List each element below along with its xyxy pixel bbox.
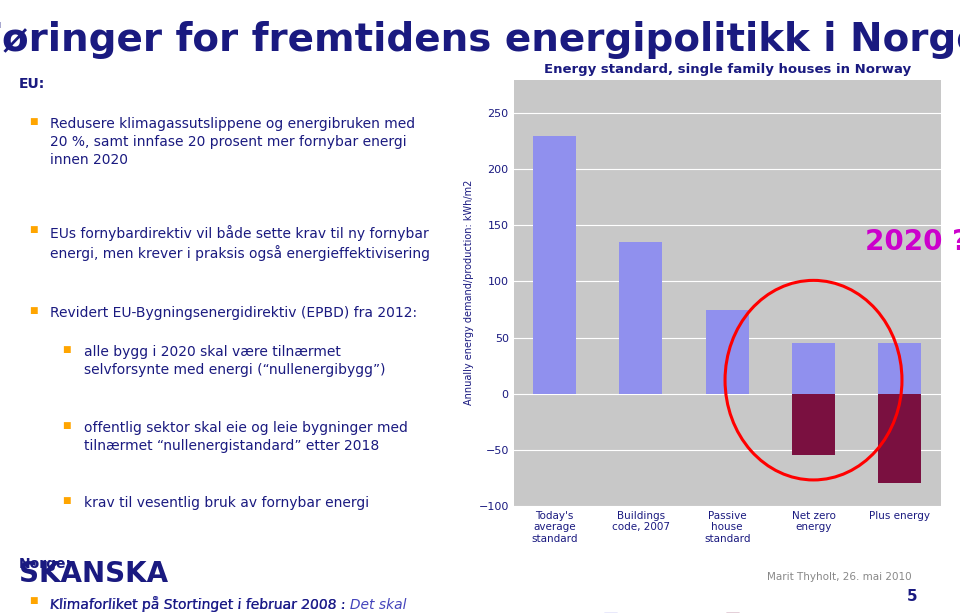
Text: SKANSKA: SKANSKA	[19, 560, 168, 588]
Bar	[706, 310, 749, 394]
Text: EU:: EU:	[19, 77, 45, 91]
Text: ■: ■	[29, 306, 37, 314]
Text: Marit Thyholt, 26. mai 2010: Marit Thyholt, 26. mai 2010	[767, 573, 912, 582]
Text: alle bygg i 2020 skal være tilnærmet
selvforsynte med energi (“nullenergibygg”): alle bygg i 2020 skal være tilnærmet sel…	[84, 345, 386, 377]
Y-axis label: Annually energy demand/production: kWh/m2: Annually energy demand/production: kWh/m…	[465, 180, 474, 405]
Bar	[533, 135, 576, 394]
Title: Energy standard, single family houses in Norway: Energy standard, single family houses in…	[543, 63, 911, 76]
Bar	[878, 394, 922, 483]
Text: Klimaforliket på Stortinget i februar 2008 : Det skal
vurderes å innføre passivh: Klimaforliket på Stortinget i februar 20…	[50, 596, 407, 613]
Text: ■: ■	[62, 421, 71, 430]
Text: ■: ■	[29, 117, 37, 126]
Bar	[792, 343, 835, 394]
Text: ■: ■	[62, 345, 71, 354]
Text: offentlig sektor skal eie og leie bygninger med
tilnærmet “nullenergistandard” e: offentlig sektor skal eie og leie bygnin…	[84, 421, 408, 453]
Bar	[792, 394, 835, 455]
Text: ■: ■	[29, 224, 37, 234]
Text: Føringer for fremtidens energipolitikk i Norge: Føringer for fremtidens energipolitikk i…	[0, 21, 960, 59]
Bar	[878, 343, 922, 394]
Text: Klimaforliket på Stortinget i februar 2008 :: Klimaforliket på Stortinget i februar 20…	[50, 596, 350, 612]
Text: ■: ■	[29, 596, 37, 606]
Bar	[619, 242, 662, 394]
Text: Norge:: Norge:	[19, 557, 72, 571]
Text: Redusere klimagassutslippene og energibruken med
20 %, samt innfase 20 prosent m: Redusere klimagassutslippene og energibr…	[50, 117, 416, 167]
Text: Revidert EU-Bygningsenergidirektiv (EPBD) fra 2012:: Revidert EU-Bygningsenergidirektiv (EPBD…	[50, 306, 418, 320]
Text: krav til vesentlig bruk av fornybar energi: krav til vesentlig bruk av fornybar ener…	[84, 497, 370, 511]
Text: 5: 5	[906, 589, 918, 604]
Text: 2020 ?: 2020 ?	[865, 228, 960, 256]
Text: EUs fornybardirektiv vil både sette krav til ny fornybar
energi, men krever i pr: EUs fornybardirektiv vil både sette krav…	[50, 224, 430, 261]
Legend: Energy demand, Energy production: Energy demand, Energy production	[599, 609, 855, 613]
Text: ■: ■	[62, 497, 71, 505]
